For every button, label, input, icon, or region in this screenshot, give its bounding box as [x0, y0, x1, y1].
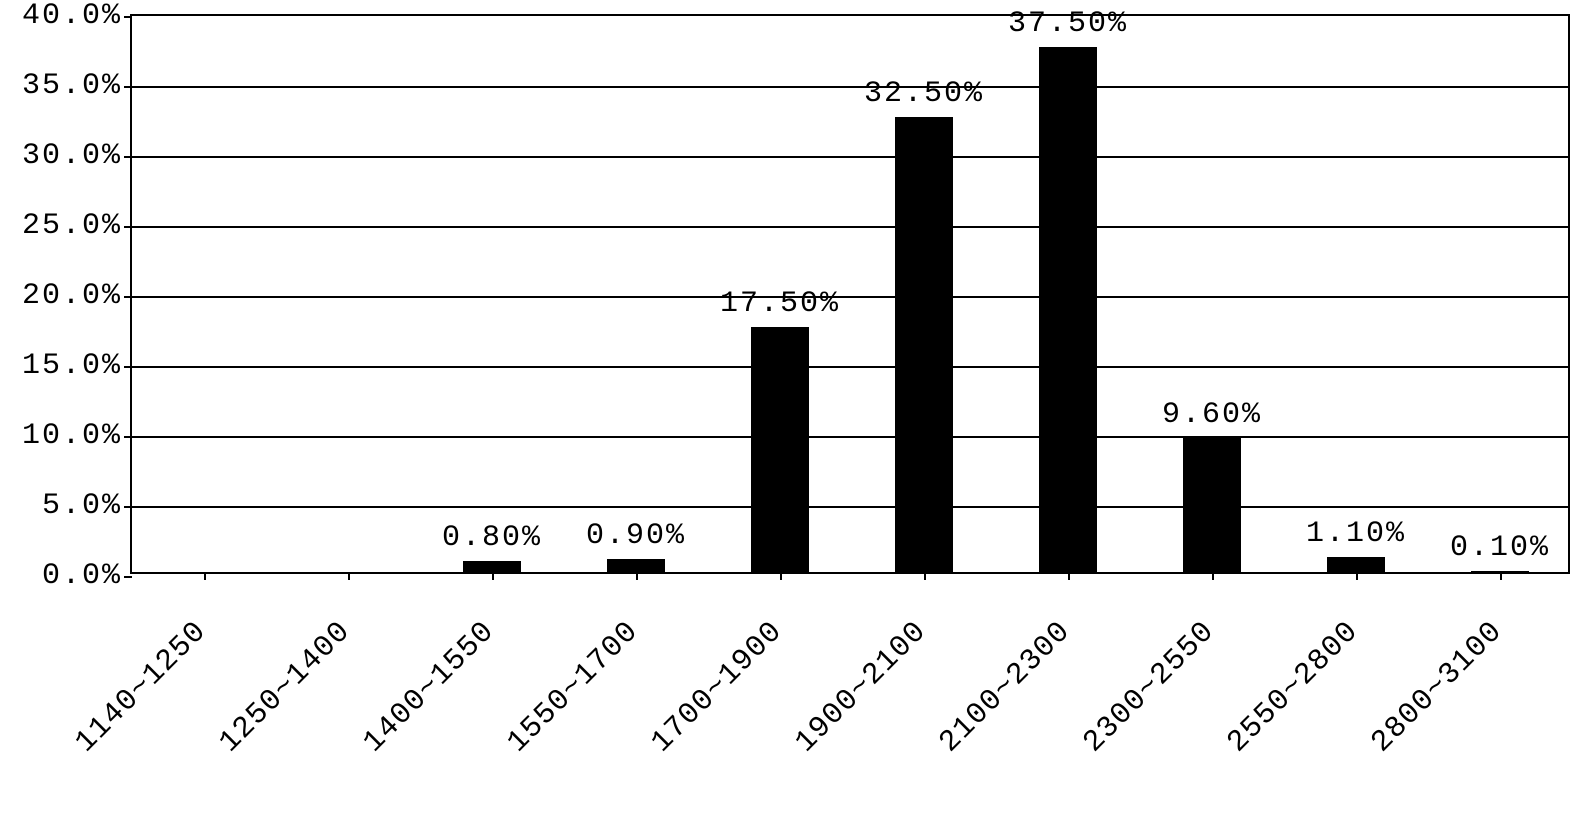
x-tick-mark	[348, 572, 350, 580]
x-tick-label: 1550~1700	[501, 615, 646, 760]
x-tick-label: 1400~1550	[357, 615, 502, 760]
gridline	[132, 226, 1568, 228]
bar-value-label: 0.10%	[1450, 531, 1550, 571]
x-tick-label: 2100~2300	[933, 615, 1078, 760]
gridline	[132, 296, 1568, 298]
x-tick-mark	[636, 572, 638, 580]
y-tick-label: 30.0%	[22, 139, 132, 173]
bar-value-label: 17.50%	[720, 287, 840, 327]
x-tick-label: 1250~1400	[213, 615, 358, 760]
bar: 17.50%	[751, 327, 809, 572]
x-tick-mark	[1212, 572, 1214, 580]
x-tick-label: 1900~2100	[789, 615, 934, 760]
gridline	[132, 86, 1568, 88]
gridline	[132, 506, 1568, 508]
bar-chart: 0.0% 5.0% 10.0% 15.0% 20.0% 25.0% 30.0% 35.0% 40…	[0, 0, 1581, 817]
bar: 1.10%	[1327, 557, 1385, 572]
x-tick-label: 2300~2550	[1077, 615, 1222, 760]
x-tick-mark	[1500, 572, 1502, 580]
bar: 0.90%	[607, 559, 665, 572]
plot-area: 0.0%5.0%10.0%15.0%20.0%25.0%30.0%35.0%40…	[130, 14, 1570, 574]
x-tick-mark	[780, 572, 782, 580]
x-tick-label: 2800~3100	[1365, 615, 1510, 760]
x-tick-mark	[1356, 572, 1358, 580]
y-tick-label: 25.0%	[22, 209, 132, 243]
y-tick-label: 10.0%	[22, 419, 132, 453]
y-tick-label: 40.0%	[22, 0, 132, 33]
y-tick-label: 35.0%	[22, 69, 132, 103]
bar: 37.50%	[1039, 47, 1097, 572]
x-tick-label: 1140~1250	[69, 615, 214, 760]
bar: 0.80%	[463, 561, 521, 572]
bar: 0.10%	[1471, 571, 1529, 572]
bar-value-label: 9.60%	[1162, 398, 1262, 438]
y-tick-label: 15.0%	[22, 349, 132, 383]
x-tick-label: 1700~1900	[645, 615, 790, 760]
y-tick-label: 0.0%	[42, 559, 132, 593]
bar-value-label: 37.50%	[1008, 7, 1128, 47]
bar-value-label: 0.90%	[586, 519, 686, 559]
bar-value-label: 1.10%	[1306, 517, 1406, 557]
bar: 9.60%	[1183, 438, 1241, 572]
gridline	[132, 366, 1568, 368]
x-tick-mark	[204, 572, 206, 580]
x-tick-mark	[924, 572, 926, 580]
x-tick-mark	[1068, 572, 1070, 580]
y-tick-label: 5.0%	[42, 489, 132, 523]
x-tick-mark	[492, 572, 494, 580]
y-tick-label: 20.0%	[22, 279, 132, 313]
bar-value-label: 0.80%	[442, 521, 542, 561]
gridline	[132, 156, 1568, 158]
gridline	[132, 436, 1568, 438]
x-tick-label: 2550~2800	[1221, 615, 1366, 760]
bar: 32.50%	[895, 117, 953, 572]
bar-value-label: 32.50%	[864, 77, 984, 117]
